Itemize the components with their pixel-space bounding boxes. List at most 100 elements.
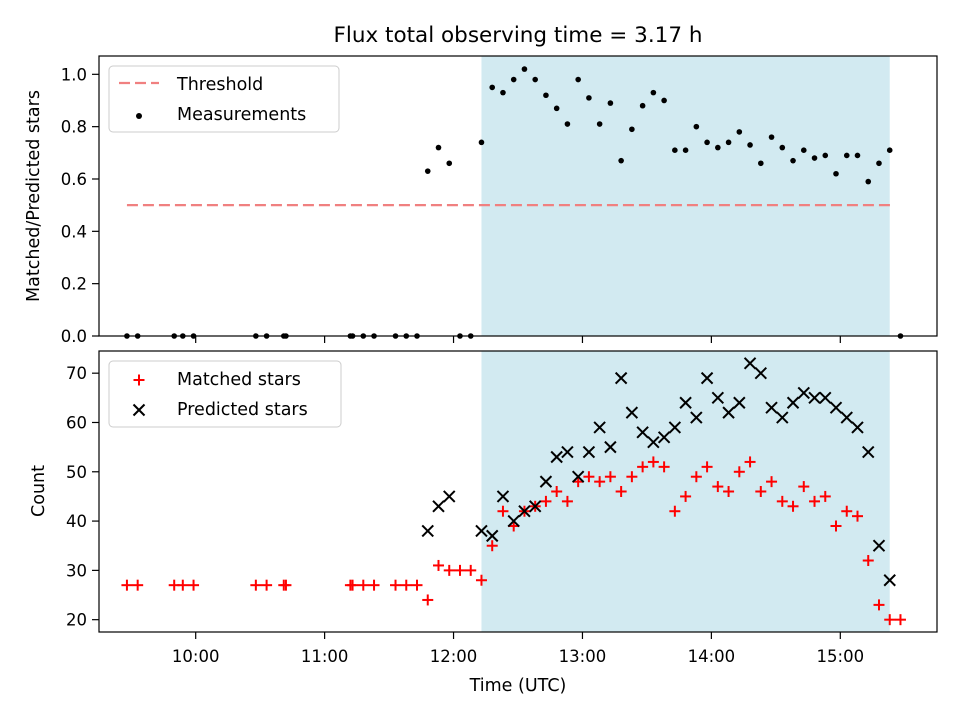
y-tick-label: 70 xyxy=(66,364,87,383)
measurement-point xyxy=(586,95,592,101)
matched-star-point xyxy=(862,555,874,567)
top-observing-window xyxy=(481,56,890,336)
predicted-star-point xyxy=(614,371,628,385)
matched-star-point xyxy=(497,505,509,517)
measurement-point xyxy=(682,147,689,154)
matched-star-point xyxy=(540,495,552,507)
matched-star-point xyxy=(465,564,477,576)
matched-star-point xyxy=(723,486,735,497)
measurement-point xyxy=(575,76,581,83)
measurement-point xyxy=(886,147,893,154)
bottom-x-ticks: 10:00 11:00 12:00 13:00 14:00 15:00 xyxy=(172,632,864,666)
measurement-point xyxy=(607,100,614,106)
predicted-star-point xyxy=(862,445,875,459)
matched-star-point xyxy=(690,471,702,483)
measurement-point xyxy=(768,134,775,140)
predicted-star-point xyxy=(421,524,434,538)
y-tick-label: 20 xyxy=(66,611,87,630)
matched-star-point xyxy=(475,574,487,586)
matched-star-point xyxy=(701,461,713,473)
x-tick-label: 15:00 xyxy=(817,647,865,666)
predicted-star-point xyxy=(819,391,832,405)
measurement-point xyxy=(822,152,829,159)
top-y-axis-label: Matched/Predicted stars xyxy=(24,90,44,302)
predicted-star-point xyxy=(657,431,671,444)
legend-matched-label: Matched stars xyxy=(177,370,301,390)
measurement-point xyxy=(715,144,721,151)
y-tick-label: 50 xyxy=(66,463,87,482)
matched-star-point xyxy=(787,500,799,512)
predicted-star-point xyxy=(883,574,896,587)
measurement-point xyxy=(543,92,549,99)
bottom-legend-frame xyxy=(108,360,342,428)
predicted-star-point xyxy=(786,396,800,409)
chart-title: Flux total observing time = 3.17 h xyxy=(334,23,703,48)
top-plot-frame xyxy=(98,55,938,337)
predicted-star-point xyxy=(851,421,864,434)
matched-star-point xyxy=(280,579,292,591)
bottom-legend: Matched stars Predicted stars xyxy=(108,360,342,428)
measurement-point xyxy=(758,160,764,167)
y-tick-label: 0.8 xyxy=(61,118,87,137)
matched-star-point xyxy=(744,456,756,468)
top-panel: 0.0 0.2 0.4 0.6 0.8 1.0 Matched/Predicted sta… xyxy=(24,55,938,346)
top-x-ticks xyxy=(195,336,841,343)
matched-star-point xyxy=(390,579,402,591)
predicted-star-point xyxy=(550,450,563,464)
predicted-star-point xyxy=(647,435,660,449)
predicted-star-point xyxy=(872,539,886,552)
predicted-star-point xyxy=(754,366,768,380)
measurement-point xyxy=(725,139,732,146)
measurement-point xyxy=(446,160,453,167)
matched-star-point xyxy=(669,505,681,517)
predicted-star-point xyxy=(797,386,810,400)
legend-predicted-label: Predicted stars xyxy=(177,400,308,420)
matched-star-point xyxy=(851,510,863,522)
top-legend-frame xyxy=(108,65,340,133)
matched-star-point xyxy=(250,579,262,591)
predicted-star-point xyxy=(443,490,456,503)
bottom-panel: 20 30 40 50 60 70 10:00 11:00 12:00 13:00 14:00 15… xyxy=(29,350,938,696)
predicted-star-point xyxy=(625,406,639,419)
measurement-point xyxy=(435,144,442,151)
y-tick-label: 0.4 xyxy=(61,222,87,241)
measurement-point xyxy=(672,147,678,154)
matched-star-point xyxy=(422,594,434,606)
measurement-point xyxy=(596,121,603,127)
predicted-star-point xyxy=(765,401,778,414)
predicted-star-point xyxy=(679,396,692,409)
predicted-star-point xyxy=(582,445,596,459)
measurement-point xyxy=(790,157,796,164)
x-tick-label: 14:00 xyxy=(688,647,736,666)
measurement-point xyxy=(564,121,571,127)
matched-star-point xyxy=(733,466,745,478)
bottom-y-ticks: 20 30 40 50 60 70 xyxy=(66,364,99,630)
y-tick-label: 1.0 xyxy=(61,65,87,84)
measurement-point xyxy=(500,89,506,96)
predicted-star-point xyxy=(808,391,821,405)
measurement-point xyxy=(865,178,872,185)
matched-star-point xyxy=(841,505,853,517)
matched-star-point xyxy=(894,614,906,626)
matched-star-point xyxy=(647,456,659,468)
predicted-star-point xyxy=(486,529,499,543)
x-tick-label: 10:00 xyxy=(172,647,220,666)
measurement-point xyxy=(553,105,560,112)
measurement-point xyxy=(800,147,807,154)
x-axis-label: Time (UTC) xyxy=(469,676,567,696)
top-y-ticks: 0.0 0.2 0.4 0.6 0.8 1.0 xyxy=(61,65,99,346)
matched-star-point xyxy=(637,461,649,473)
legend-plus-marker xyxy=(133,374,145,386)
matched-star-point xyxy=(132,579,144,591)
predicted-star-point xyxy=(571,470,585,483)
y-tick-label: 0.2 xyxy=(61,275,87,294)
matched-star-point xyxy=(443,564,455,576)
predicted-star-point xyxy=(475,524,488,538)
measurement-point xyxy=(532,76,538,83)
matched-star-point xyxy=(177,579,189,591)
x-tick-label: 12:00 xyxy=(430,647,478,666)
measurement-point xyxy=(510,76,517,83)
y-tick-label: 30 xyxy=(66,561,87,580)
measurement-point xyxy=(650,89,657,96)
